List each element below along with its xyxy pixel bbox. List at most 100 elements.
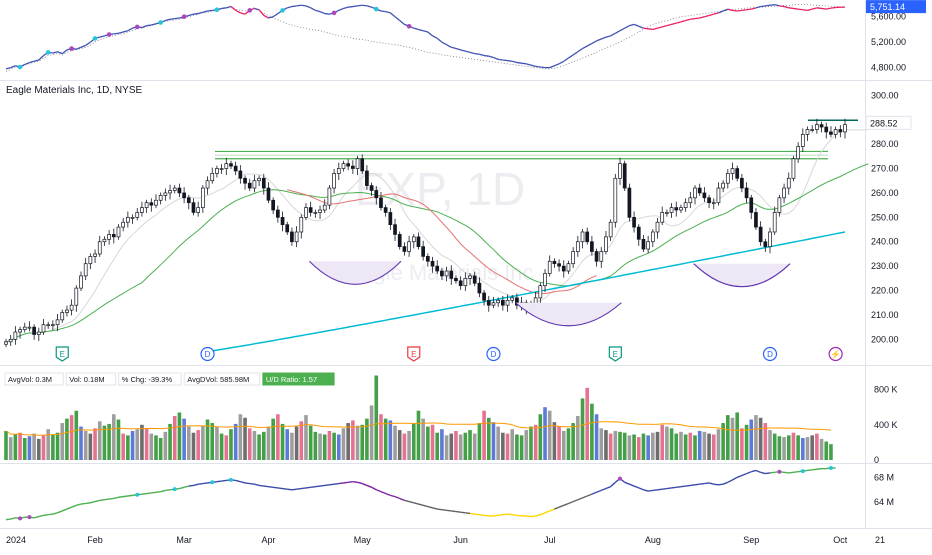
candle-body: [459, 281, 462, 286]
obv-line-segment: [747, 472, 752, 474]
volume-bar: [731, 418, 735, 460]
volume-bar: [346, 423, 350, 460]
candle-body: [215, 169, 218, 174]
volume-bar: [56, 433, 60, 460]
obv-line-segment: [437, 509, 442, 510]
candle-body: [398, 234, 401, 246]
volume-bar: [159, 438, 163, 460]
rs-line-segment: [475, 54, 480, 55]
candle-body: [661, 212, 664, 222]
obv-line-segment: [400, 498, 405, 500]
candle-body: [356, 159, 359, 169]
volume-bar: [309, 426, 313, 460]
rs-line-segment: [170, 19, 175, 20]
candle-body: [281, 217, 284, 224]
volume-bar: [492, 422, 496, 460]
candle-body: [412, 237, 415, 242]
candle-body: [94, 254, 97, 256]
x-axis-label: 21: [875, 535, 885, 545]
volume-bar: [253, 431, 257, 460]
volume-bar: [482, 411, 486, 460]
volume-bar: [759, 418, 763, 460]
obv-line-segment: [662, 489, 667, 490]
candle-body: [764, 242, 767, 247]
candle-body: [750, 198, 753, 213]
candle-body: [126, 217, 129, 222]
candle-body: [708, 198, 711, 203]
obv-line-segment: [104, 499, 109, 500]
obv-line-segment: [793, 472, 798, 473]
x-axis-label: Aug: [645, 535, 661, 545]
volume-bar: [581, 398, 585, 460]
rs-line-segment: [704, 15, 709, 16]
obv-line-segment: [358, 482, 363, 483]
obv-line-segment: [751, 470, 756, 471]
obv-line-segment: [189, 485, 194, 486]
rs-highlight-dot: [407, 24, 412, 29]
candle-body: [675, 208, 678, 210]
candle-body: [51, 325, 54, 326]
rs-line-segment: [390, 13, 395, 17]
candle-body: [740, 178, 743, 188]
obv-line-segment: [409, 502, 414, 503]
volume-bar: [145, 428, 149, 460]
candle-body: [558, 264, 561, 266]
obv-line-segment: [184, 486, 189, 487]
candle-body: [47, 325, 50, 326]
rs-line-segment: [578, 49, 583, 52]
rs-line-segment: [714, 13, 719, 14]
volume-bar: [46, 429, 50, 460]
rs-line-segment: [559, 61, 564, 64]
rs-line-segment: [822, 8, 827, 9]
volume-bar: [806, 437, 810, 460]
obv-line-segment: [625, 482, 630, 484]
candle-body: [586, 232, 589, 242]
candle-body: [103, 239, 106, 241]
volume-axis-tick: 400 K: [874, 420, 898, 430]
volume-bar: [717, 429, 721, 460]
candle-body: [197, 208, 200, 213]
obv-line-segment: [254, 484, 259, 485]
candle-body: [136, 212, 139, 217]
obv-line-segment: [714, 484, 719, 485]
candle-body: [276, 210, 279, 217]
candle-body: [656, 222, 659, 232]
volume-bar: [342, 428, 346, 460]
obv-line-segment: [217, 481, 222, 482]
obv-line-segment: [222, 480, 227, 481]
rs-line-segment: [573, 52, 578, 55]
volume-bar: [65, 419, 69, 460]
obv-line-segment: [728, 480, 733, 482]
rs-line-segment: [189, 14, 194, 15]
volume-bar: [660, 425, 664, 460]
candle-body: [253, 181, 256, 188]
price-axis-tick: 280.00: [871, 139, 899, 149]
obv-line-segment: [165, 490, 170, 491]
obv-line-segment: [118, 497, 123, 498]
candle-body: [431, 261, 434, 266]
candle-body: [403, 247, 406, 252]
volume-bar: [689, 433, 693, 460]
cup-pattern-arc: [694, 264, 790, 287]
candle-body: [150, 203, 153, 205]
rs-line-segment: [423, 31, 428, 32]
volume-bar: [337, 434, 341, 460]
volume-bar: [224, 435, 228, 460]
volume-bar: [548, 411, 552, 460]
rs-highlight-dot: [247, 8, 252, 13]
cup-pattern-arc: [516, 303, 622, 326]
candle-body: [309, 208, 312, 213]
obv-line-segment: [198, 484, 203, 485]
event-label: E: [411, 350, 416, 359]
rs-line-segment: [348, 7, 353, 8]
obv-line-segment: [456, 512, 461, 513]
volume-bar: [801, 438, 805, 460]
obv-line-segment: [90, 502, 95, 503]
candle-body: [717, 188, 720, 203]
candle-body: [75, 288, 78, 305]
candle-body: [89, 256, 92, 263]
rs-line-segment: [606, 36, 611, 37]
rs-line-segment: [118, 32, 123, 33]
